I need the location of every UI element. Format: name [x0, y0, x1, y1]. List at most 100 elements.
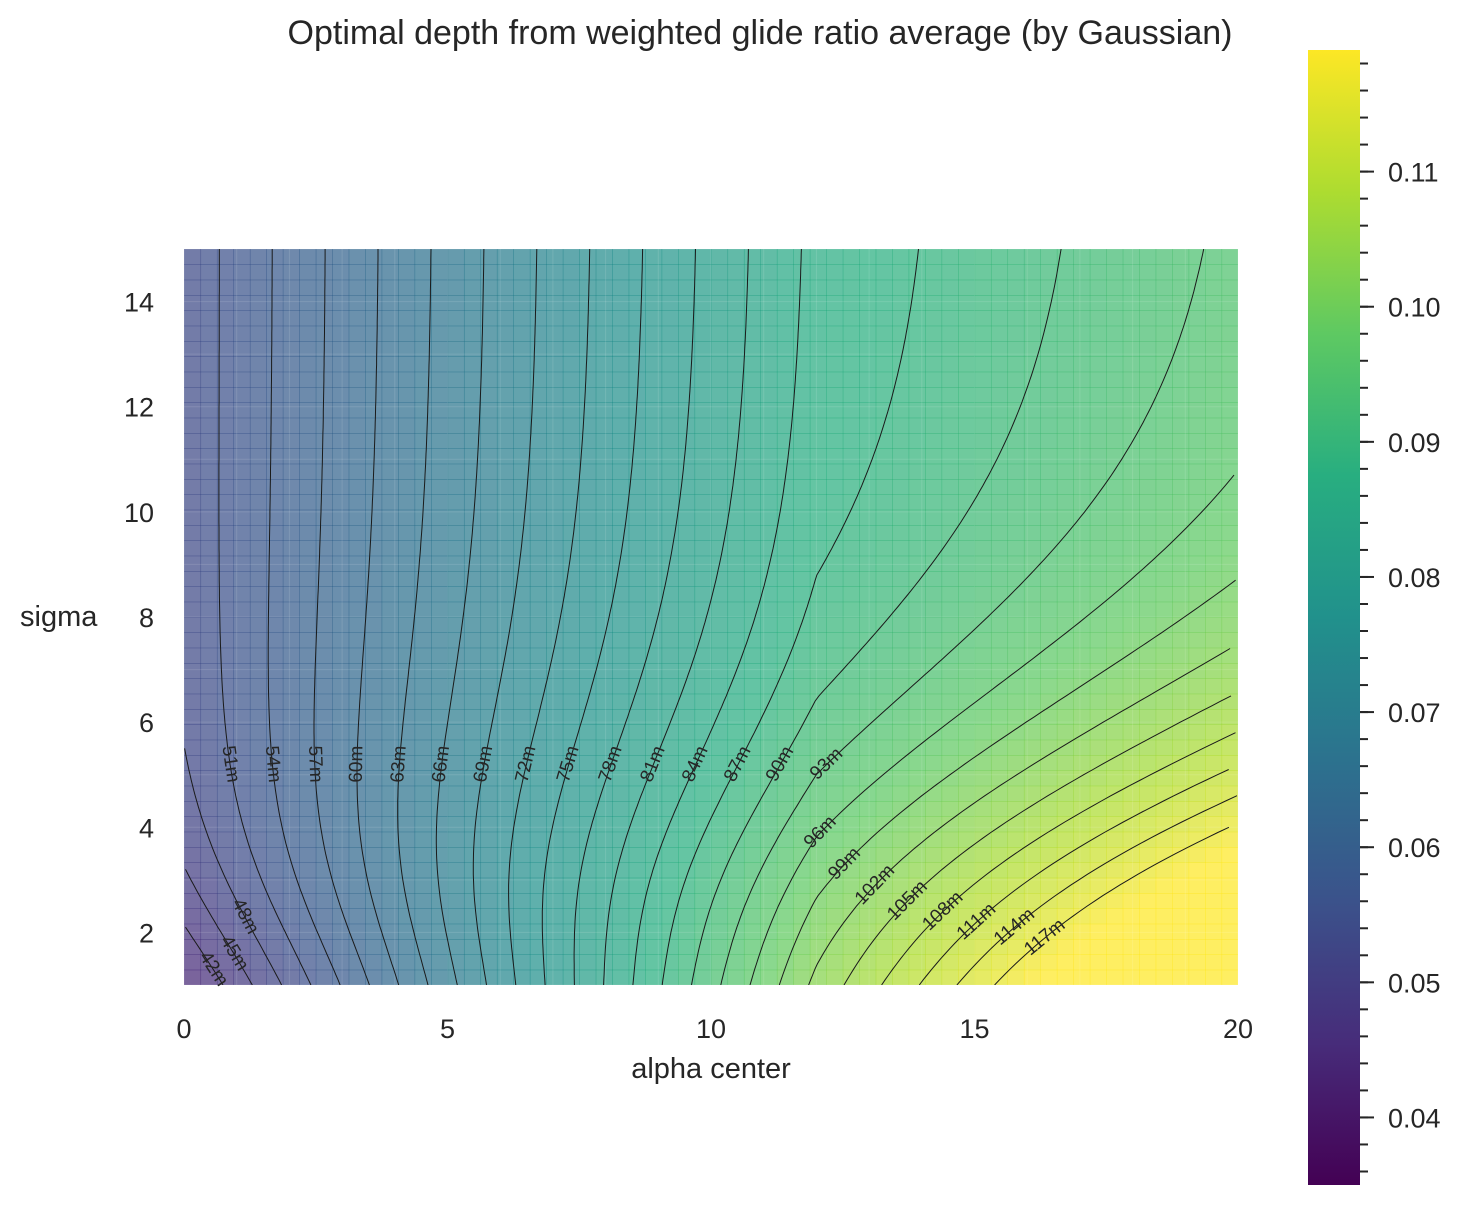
- contour-cell: [908, 770, 926, 787]
- contour-cell: [1155, 463, 1173, 480]
- contour-cell: [809, 678, 827, 695]
- contour-cell: [1040, 847, 1058, 863]
- contour-cell: [743, 509, 762, 526]
- contour-cell: [398, 387, 416, 403]
- contour-cell: [1056, 785, 1074, 802]
- contour-cell: [529, 923, 547, 940]
- contour-cell: [1188, 709, 1206, 725]
- contour-cell: [974, 571, 992, 587]
- contour-cell: [1188, 295, 1206, 311]
- contour-cell: [595, 356, 613, 373]
- contour-cell: [266, 647, 284, 664]
- contour-cell: [332, 341, 350, 357]
- contour-cell: [184, 463, 202, 480]
- contour-cell: [365, 525, 383, 541]
- contour-cell: [216, 770, 235, 787]
- contour-cell: [1040, 555, 1058, 572]
- contour-cell: [793, 954, 811, 971]
- contour-cell: [1056, 724, 1074, 741]
- contour-cell: [282, 341, 300, 357]
- contour-cell: [1139, 310, 1157, 327]
- contour-cell: [612, 371, 630, 388]
- contour-cell: [941, 862, 959, 879]
- contour-cell: [793, 387, 811, 403]
- contour-cell: [463, 325, 482, 342]
- contour-cell: [645, 279, 663, 296]
- contour-cell: [1172, 693, 1190, 710]
- contour-cell: [760, 387, 778, 403]
- contour-cell: [1040, 816, 1058, 833]
- contour-cell: [398, 479, 416, 495]
- contour-cell: [1188, 448, 1206, 465]
- contour-cell: [315, 249, 333, 265]
- contour-cell: [809, 969, 827, 985]
- contour-cell: [1172, 463, 1190, 480]
- contour-cell: [332, 295, 350, 311]
- contour-cell: [941, 724, 959, 741]
- contour-cell: [974, 295, 992, 311]
- contour-cell: [793, 632, 811, 649]
- contour-cell: [562, 801, 580, 817]
- contour-cell: [1073, 785, 1091, 802]
- contour-cell: [595, 831, 613, 848]
- contour-cell: [1122, 433, 1140, 449]
- contour-cell: [1073, 264, 1091, 281]
- contour-cell: [348, 663, 366, 679]
- contour-cell: [727, 279, 745, 296]
- contour-cell: [1089, 540, 1107, 557]
- contour-cell: [793, 816, 811, 833]
- contour-cell: [694, 540, 712, 557]
- contour-cell: [941, 433, 959, 449]
- contour-cell: [925, 954, 943, 971]
- contour-cell: [1221, 678, 1238, 695]
- contour-cell: [793, 325, 811, 342]
- contour-cell: [332, 617, 350, 633]
- contour-cell: [990, 647, 1009, 664]
- contour-cell: [381, 341, 399, 357]
- contour-cell: [990, 249, 1009, 265]
- contour-cell: [842, 356, 860, 373]
- contour-cell: [249, 862, 267, 879]
- contour-cell: [958, 724, 976, 741]
- contour-cell: [645, 310, 663, 327]
- contour-cell: [1040, 877, 1058, 894]
- contour-cell: [266, 295, 284, 311]
- contour-cell: [1122, 295, 1140, 311]
- contour-cell: [332, 755, 350, 771]
- contour-cell: [266, 877, 284, 894]
- contour-cell: [480, 678, 498, 695]
- contour-cell: [1221, 494, 1238, 511]
- contour-cell: [809, 801, 827, 817]
- contour-cell: [348, 356, 366, 373]
- contour-cell: [1073, 402, 1091, 419]
- contour-cell: [809, 249, 827, 265]
- contour-cell: [776, 371, 794, 388]
- contour-cell: [776, 601, 794, 618]
- contour-cell: [1040, 755, 1058, 771]
- contour-cell: [348, 816, 366, 833]
- contour-cell: [431, 847, 449, 863]
- contour-cell: [1023, 617, 1041, 633]
- contour-cell: [694, 494, 712, 511]
- contour-cell: [381, 249, 399, 265]
- contour-cell: [332, 801, 350, 817]
- contour-cell: [694, 417, 712, 434]
- contour-cell: [1139, 525, 1157, 541]
- contour-cell: [645, 249, 663, 265]
- contour-cell: [315, 709, 333, 725]
- contour-cell: [249, 371, 267, 388]
- contour-cell: [990, 540, 1009, 557]
- contour-cell: [299, 923, 317, 940]
- contour-cell: [496, 663, 514, 679]
- contour-cell: [216, 586, 235, 603]
- contour-cell: [1139, 555, 1157, 572]
- contour-cell: [974, 877, 992, 894]
- contour-cell: [431, 678, 449, 695]
- contour-cell: [842, 325, 860, 342]
- contour-cell: [463, 816, 482, 833]
- contour-cell: [233, 371, 251, 388]
- contour-cell: [546, 540, 564, 557]
- contour-cell: [1122, 371, 1140, 388]
- contour-cell: [908, 525, 926, 541]
- contour-cell: [1155, 663, 1173, 679]
